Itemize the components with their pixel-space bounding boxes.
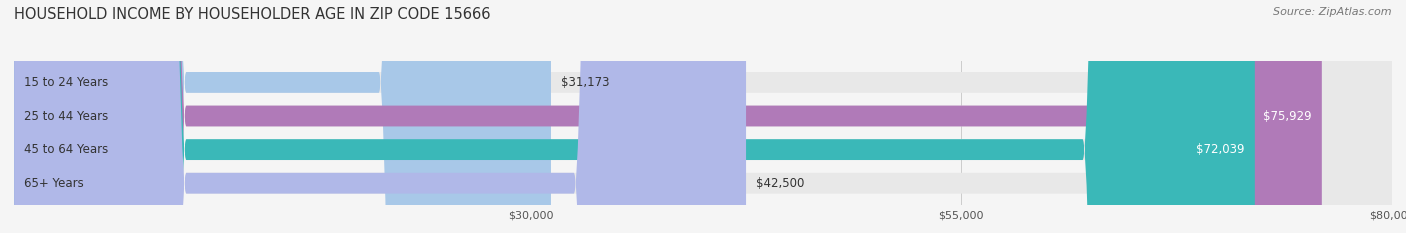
FancyBboxPatch shape <box>14 0 1392 233</box>
Text: 65+ Years: 65+ Years <box>24 177 84 190</box>
Text: 45 to 64 Years: 45 to 64 Years <box>24 143 108 156</box>
Text: $31,173: $31,173 <box>561 76 610 89</box>
FancyBboxPatch shape <box>14 0 1392 233</box>
Text: HOUSEHOLD INCOME BY HOUSEHOLDER AGE IN ZIP CODE 15666: HOUSEHOLD INCOME BY HOUSEHOLDER AGE IN Z… <box>14 7 491 22</box>
Text: $42,500: $42,500 <box>756 177 804 190</box>
Text: Source: ZipAtlas.com: Source: ZipAtlas.com <box>1274 7 1392 17</box>
Text: 15 to 24 Years: 15 to 24 Years <box>24 76 108 89</box>
Text: $72,039: $72,039 <box>1197 143 1244 156</box>
FancyBboxPatch shape <box>14 0 1322 233</box>
FancyBboxPatch shape <box>14 0 1392 233</box>
FancyBboxPatch shape <box>14 0 1392 233</box>
FancyBboxPatch shape <box>14 0 551 233</box>
FancyBboxPatch shape <box>14 0 1254 233</box>
FancyBboxPatch shape <box>14 0 747 233</box>
Text: 25 to 44 Years: 25 to 44 Years <box>24 110 108 123</box>
Text: $75,929: $75,929 <box>1263 110 1312 123</box>
